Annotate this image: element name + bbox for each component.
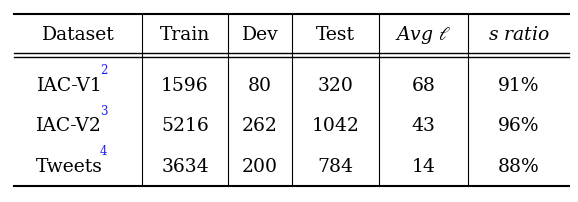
Text: 1042: 1042 [312, 117, 359, 135]
Text: 262: 262 [242, 117, 278, 135]
Text: 1596: 1596 [161, 77, 209, 95]
Text: Dataset: Dataset [42, 26, 114, 44]
Text: 91%: 91% [498, 77, 539, 95]
Text: 14: 14 [412, 158, 435, 176]
Text: Tweets: Tweets [36, 158, 103, 176]
Text: 320: 320 [317, 77, 353, 95]
Text: 80: 80 [248, 77, 272, 95]
Text: Dev: Dev [242, 26, 279, 44]
Text: Train: Train [160, 26, 210, 44]
Text: IAC-V2: IAC-V2 [36, 117, 102, 135]
Text: Avg $\ell$: Avg $\ell$ [395, 24, 451, 46]
Text: 68: 68 [412, 77, 435, 95]
Text: 88%: 88% [498, 158, 540, 176]
Text: 5216: 5216 [161, 117, 209, 135]
Text: IAC-V1: IAC-V1 [36, 77, 102, 95]
Text: 784: 784 [317, 158, 353, 176]
Text: 4: 4 [100, 145, 108, 158]
Text: 3: 3 [100, 105, 108, 118]
Text: 3634: 3634 [161, 158, 209, 176]
Text: 96%: 96% [498, 117, 539, 135]
Text: 43: 43 [412, 117, 435, 135]
Text: 200: 200 [242, 158, 278, 176]
Text: 2: 2 [100, 64, 108, 77]
Text: Test: Test [316, 26, 355, 44]
Text: $s$ ratio: $s$ ratio [488, 26, 550, 44]
